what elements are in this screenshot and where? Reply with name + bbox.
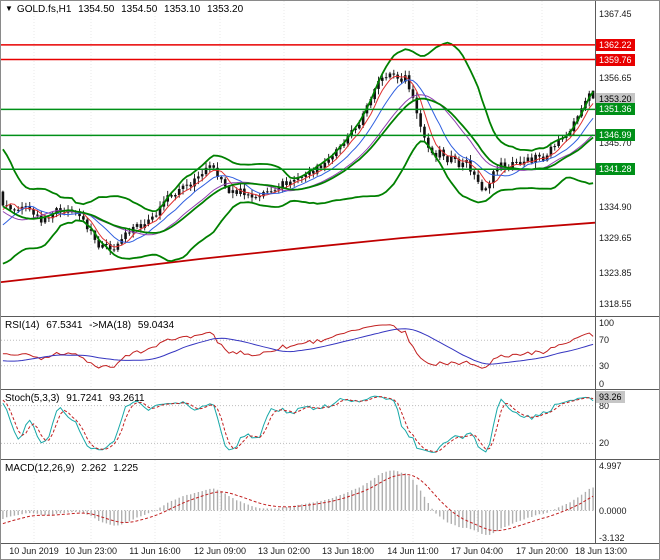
time-axis-label: 10 Jun 2019 bbox=[9, 546, 59, 556]
chart-ohlc-header: ▼ GOLD.fs,H1 1354.50 1354.50 1353.10 1353… bbox=[5, 4, 247, 15]
rsi-ma-label: ->MA(18) bbox=[89, 320, 132, 331]
macd-signal-value: 1.225 bbox=[113, 463, 139, 474]
price-axis-label: 1329.65 bbox=[599, 233, 632, 244]
price-axis-label: 1334.90 bbox=[599, 202, 632, 213]
time-axis-label: 12 Jun 09:00 bbox=[193, 546, 247, 556]
stochastic-header: Stoch(5,3,3) 91.7241 93.2611 bbox=[5, 393, 149, 404]
rsi-header: RSI(14) 67.5341 ->MA(18) 59.0434 bbox=[5, 320, 178, 331]
price-marker-support: 1346.99 bbox=[596, 129, 635, 142]
rsi-name: RSI(14) bbox=[5, 320, 40, 331]
rsi-panel: 100 70 30 0 RSI(14) 67.5341 ->MA(18) 59.043… bbox=[1, 316, 659, 389]
price-marker-support: 1351.36 bbox=[596, 103, 635, 116]
price-marker-current: 1353.20 bbox=[596, 92, 635, 105]
macd-panel: 4.997 0.0000 -3.132 MACD(12,26,9) 2.262 1.… bbox=[1, 459, 659, 543]
macd-scale[interactable]: 4.997 0.0000 -3.132 bbox=[595, 460, 659, 543]
scale-label: 4.997 bbox=[599, 461, 622, 471]
time-scale[interactable]: 10 Jun 2019 10 Jun 23:00 11 Jun 16:00 12 Ju… bbox=[1, 543, 659, 559]
price-axis-label: 1356.65 bbox=[599, 73, 632, 83]
time-axis-label: 14 Jun 11:00 bbox=[387, 546, 439, 556]
time-axis-label: 13 Jun 02:00 bbox=[257, 546, 311, 556]
time-axis-label: 17 Jun 20:00 bbox=[515, 546, 569, 556]
price-axis-label: 1323.85 bbox=[599, 267, 632, 278]
price-marker-resistance: 1362.22 bbox=[596, 38, 635, 51]
main-chart-panel: 1367.45 1356.65 1345.70 1334.90 1329.65 1323.… bbox=[1, 1, 659, 316]
rsi-scale[interactable]: 100 70 30 0 bbox=[595, 317, 659, 389]
time-axis-label: 10 Jun 23:00 bbox=[64, 546, 118, 556]
high-value: 1354.50 bbox=[121, 4, 158, 15]
scale-label: 0.0000 bbox=[599, 505, 627, 516]
scale-label: 100 bbox=[599, 318, 615, 328]
open-value: 1354.50 bbox=[78, 4, 115, 15]
stochastic-scale[interactable]: 100802093.26 bbox=[595, 390, 659, 459]
symbol-timeframe-label: GOLD.fs,H1 bbox=[16, 4, 72, 15]
price-marker-resistance: 1359.76 bbox=[596, 53, 635, 66]
close-value: 1353.20 bbox=[206, 4, 244, 15]
macd-header: MACD(12,26,9) 2.262 1.225 bbox=[5, 463, 142, 474]
time-axis-label: 18 Jun 13:00 bbox=[574, 546, 628, 556]
scale-label: 20 bbox=[599, 438, 610, 449]
price-scale[interactable]: 1367.45 1356.65 1345.70 1334.90 1329.65 1323.… bbox=[595, 1, 659, 316]
stochastic-panel: 100802093.26 Stoch(5,3,3) 91.7241 93.261… bbox=[1, 389, 659, 459]
time-axis-label: 17 Jun 04:00 bbox=[450, 546, 504, 556]
macd-name: MACD(12,26,9) bbox=[5, 463, 75, 474]
scale-label: 80 bbox=[599, 400, 610, 411]
rsi-ma-value: 59.0434 bbox=[137, 320, 175, 331]
time-axis-label: 11 Jun 16:00 bbox=[129, 546, 181, 556]
price-axis-label: 1367.45 bbox=[599, 8, 632, 19]
stochastic-value-marker: 93.26 bbox=[596, 391, 625, 404]
low-value: 1353.10 bbox=[164, 4, 201, 15]
macd-plot[interactable] bbox=[1, 460, 595, 543]
rsi-plot[interactable] bbox=[1, 317, 595, 389]
scale-label: 0 bbox=[599, 379, 605, 389]
stoch-name: Stoch(5,3,3) bbox=[5, 393, 60, 404]
price-axis-label: 1318.55 bbox=[599, 299, 632, 310]
scale-label: -3.132 bbox=[599, 533, 625, 543]
macd-value: 2.262 bbox=[81, 463, 107, 474]
scale-label: 30 bbox=[599, 360, 610, 371]
stochastic-plot[interactable] bbox=[1, 390, 595, 459]
price-axis-label: 1345.70 bbox=[599, 138, 632, 148]
stoch-d-value: 93.2611 bbox=[109, 393, 145, 404]
stoch-k-value: 91.7241 bbox=[66, 393, 103, 404]
symbol-dropdown-icon[interactable]: ▼ bbox=[5, 4, 13, 13]
price-chart-plot[interactable] bbox=[1, 1, 595, 316]
rsi-value: 67.5341 bbox=[46, 320, 83, 331]
scale-label: 70 bbox=[599, 335, 610, 346]
time-axis-label: 13 Jun 18:00 bbox=[321, 546, 375, 556]
price-marker-support: 1341.28 bbox=[596, 163, 635, 176]
